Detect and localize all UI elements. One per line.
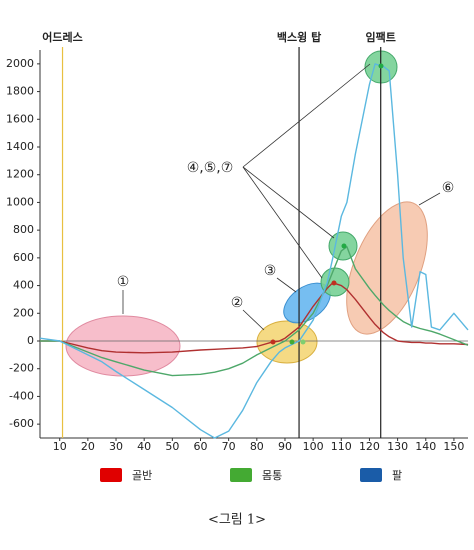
y-tick-label: 400 [13, 279, 34, 292]
annotation: ② [231, 295, 244, 311]
event-label: 임팩트 [366, 30, 396, 44]
legend-swatch [100, 468, 122, 482]
x-tick-label: 40 [137, 440, 151, 453]
region-1 [65, 315, 181, 377]
caption: <그림 1> [208, 513, 266, 528]
region-6 [346, 201, 428, 335]
x-tick-label: 80 [250, 440, 264, 453]
legend-swatch [230, 468, 252, 482]
legend-label: 몸통 [262, 469, 282, 482]
y-tick-label: -200 [9, 362, 34, 375]
event-label: 백스윙 탑 [277, 30, 321, 44]
y-tick-label: 1600 [6, 112, 34, 125]
annotation: ① [117, 274, 130, 290]
y-tick-label: 1000 [6, 195, 34, 208]
y-tick-label: 2000 [6, 57, 34, 70]
x-tick-label: 60 [194, 440, 208, 453]
x-tick-label: 90 [278, 440, 292, 453]
legend-label: 골반 [132, 469, 152, 482]
region-2 [256, 320, 318, 364]
series-line [40, 282, 469, 354]
series-line [40, 246, 469, 377]
annotation: ③ [264, 263, 277, 279]
series-line [39, 63, 469, 439]
x-tick-label: 50 [165, 440, 179, 453]
y-tick-label: 600 [13, 251, 34, 264]
y-tick-label: 800 [13, 223, 34, 236]
markers [270, 63, 384, 345]
y-tick-label: -600 [9, 417, 34, 430]
y-tick-label: 1400 [6, 140, 34, 153]
x-tick-label: 140 [415, 440, 436, 453]
y-tick-label: -400 [9, 389, 34, 402]
legend-swatch [360, 468, 382, 482]
y-tick-label: 0 [27, 334, 34, 347]
legend-label: 팔 [392, 469, 402, 482]
x-tick-label: 70 [222, 440, 236, 453]
y-tick-label: 1200 [6, 168, 34, 181]
y-tick-label: 1800 [6, 85, 34, 98]
x-tick-label: 20 [81, 440, 95, 453]
plot: -600 -400 -200 0 200 400 600 800 1000 1200 1400 160… [6, 30, 469, 453]
x-tick-label: 10 [53, 440, 67, 453]
x-tick-label: 30 [109, 440, 123, 453]
x-tick-label: 120 [359, 440, 380, 453]
x-tick-label: 130 [387, 440, 408, 453]
arrows [122, 63, 441, 331]
y-tick-label: 200 [13, 306, 34, 319]
event-label: 어드레스 [42, 30, 82, 44]
x-tick-label: 110 [331, 440, 352, 453]
x-tick-label: 150 [443, 440, 464, 453]
annotation: ④,⑤,⑦ [187, 160, 234, 176]
annotation: ⑥ [442, 180, 455, 196]
x-tick-label: 100 [303, 440, 324, 453]
